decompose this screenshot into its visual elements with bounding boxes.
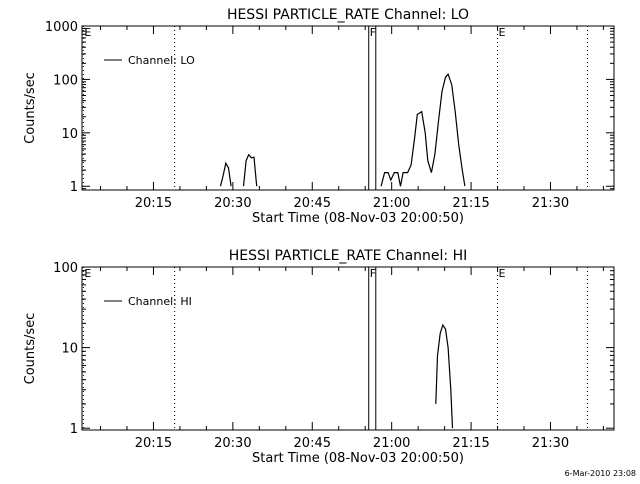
event-marker-label: E — [499, 26, 506, 39]
x-tick-label: 20:30 — [214, 436, 251, 451]
chart-panel-hi: HESSI PARTICLE_RATE Channel: HI 1 10 100 20:… — [23, 248, 615, 466]
x-tick-label: 21:00 — [373, 436, 410, 451]
y-axis-label: Counts/sec — [23, 313, 38, 385]
x-tick-label: 20:45 — [294, 436, 331, 451]
legend-label: Channel: HI — [128, 295, 192, 308]
x-tick-label: 21:15 — [452, 196, 489, 211]
y-axis-label: Counts/sec — [23, 72, 38, 144]
x-axis-label: Start Time (08-Nov-03 20:00:50) — [252, 451, 464, 466]
event-marker-label: E — [499, 267, 506, 280]
x-tick-label: 21:30 — [532, 196, 569, 211]
series-line-hi — [435, 323, 454, 429]
y-tick-label: 10 — [61, 127, 78, 142]
series-line-lo — [219, 161, 232, 187]
event-marker-label: F — [370, 26, 376, 39]
chart-panel-lo: HESSI PARTICLE_RATE Channel: LO 1 10 100 100… — [23, 7, 615, 226]
x-tick-label: 21:30 — [532, 436, 569, 451]
y-tick-label: 10 — [61, 342, 78, 357]
x-tick-label: 21:00 — [373, 196, 410, 211]
series-line-lo — [380, 73, 466, 187]
x-tick-label: 20:45 — [294, 196, 331, 211]
chart-title: HESSI PARTICLE_RATE Channel: HI — [229, 248, 467, 264]
y-tick-label: 100 — [53, 261, 78, 276]
x-tick-label: 20:15 — [135, 196, 172, 211]
event-marker-label: E — [84, 267, 91, 280]
x-tick-label: 20:15 — [135, 436, 172, 451]
x-tick-label: 20:30 — [214, 196, 251, 211]
plot-frame — [81, 25, 615, 191]
y-tick-label: 1 — [70, 180, 78, 195]
legend-label: Channel: LO — [128, 54, 195, 67]
plot-frame — [81, 266, 615, 431]
x-axis-label: Start Time (08-Nov-03 20:00:50) — [252, 211, 464, 226]
event-marker-label: F — [370, 267, 376, 280]
chart-title: HESSI PARTICLE_RATE Channel: LO — [227, 7, 469, 23]
series-line-lo — [242, 153, 258, 187]
x-tick-label: 21:15 — [452, 436, 489, 451]
y-tick-label: 100 — [53, 73, 78, 88]
y-tick-label: 1000 — [45, 20, 78, 35]
y-tick-label: 1 — [70, 422, 78, 437]
figure-timestamp: 6-Mar-2010 23:08 — [565, 469, 636, 478]
event-marker-label: E — [84, 26, 91, 39]
